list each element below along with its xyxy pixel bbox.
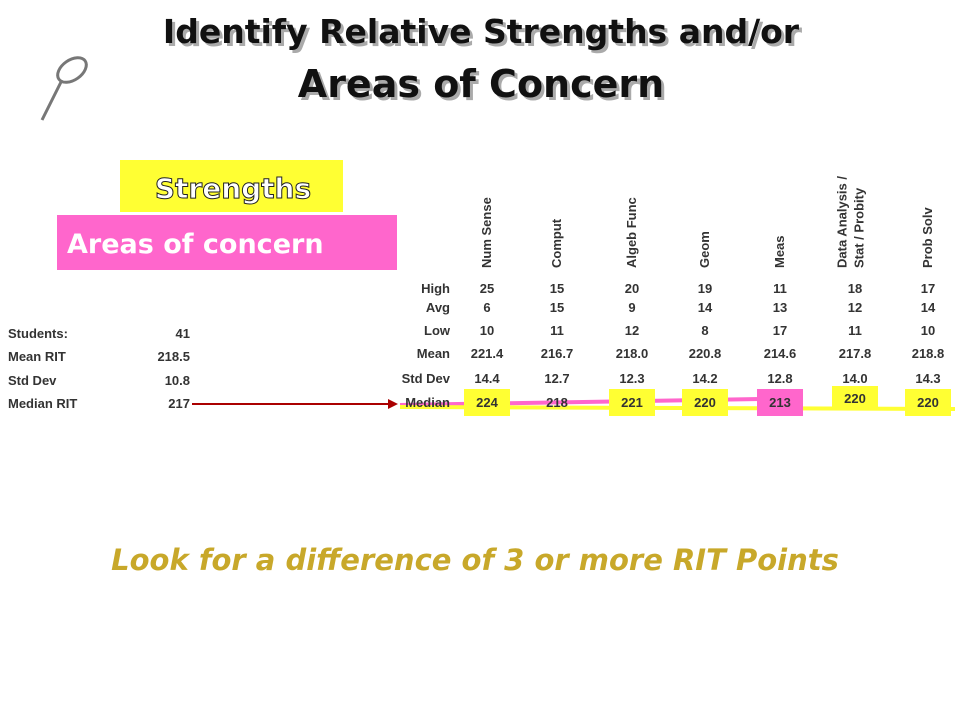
column-header: Prob Solv — [920, 207, 935, 268]
row-label: High — [421, 281, 450, 296]
column-header: Algeb Func — [624, 197, 639, 268]
column-header: Geom — [697, 231, 712, 268]
cell: 15 — [550, 300, 564, 315]
summary-label: Median RIT — [8, 396, 77, 411]
summary-label: Std Dev — [8, 373, 57, 388]
row-label: Low — [424, 323, 451, 338]
title-shadow: Identify Relative Strengths and/or — [166, 15, 803, 54]
column-header: Meas — [772, 235, 787, 268]
cell: 218 — [546, 395, 568, 410]
cell: 6 — [483, 300, 490, 315]
cell: 12 — [625, 323, 639, 338]
cell: 14.4 — [474, 371, 500, 386]
cell: 214.6 — [764, 346, 797, 361]
cell: 25 — [480, 281, 494, 296]
cell: 12 — [848, 300, 862, 315]
median-highlight — [905, 389, 951, 416]
row-label: Median — [405, 395, 450, 410]
cell: 12.8 — [767, 371, 792, 386]
concerns-label: Areas of concern — [67, 229, 324, 260]
column-header: Num Sense — [479, 197, 494, 268]
cell: 216.7 — [541, 346, 574, 361]
cell: 13 — [773, 300, 787, 315]
cell: 218.0 — [616, 346, 649, 361]
cell: 15 — [550, 281, 564, 296]
cell: 17 — [773, 323, 787, 338]
cell: 220.8 — [689, 346, 722, 361]
cell: 12.3 — [619, 371, 644, 386]
title-line: Identify Relative Strengths and/or — [163, 12, 800, 51]
cell: 17 — [921, 281, 935, 296]
summary-value: 41 — [176, 326, 190, 341]
cell: 11 — [848, 323, 862, 338]
median-value: 220 — [844, 391, 866, 406]
row-label: Avg — [426, 300, 450, 315]
median-highlight — [757, 389, 803, 416]
cell: 12.7 — [544, 371, 569, 386]
cell: 14 — [921, 300, 936, 315]
cell: 217.8 — [839, 346, 872, 361]
column-header: Stat / Probity — [852, 187, 867, 268]
summary-label: Mean RIT — [8, 349, 66, 364]
title-shadow: Areas of Concern — [301, 65, 667, 109]
cell: 14.0 — [842, 371, 867, 386]
median-highlight — [609, 389, 655, 416]
median-highlight — [464, 389, 510, 416]
cell: 14.3 — [915, 371, 940, 386]
median-value: 220 — [694, 395, 716, 410]
summary-label: Students: — [8, 326, 68, 341]
median-highlight — [682, 389, 728, 416]
median-value: 220 — [917, 395, 939, 410]
summary-value: 217 — [168, 396, 190, 411]
median-value: 213 — [769, 395, 791, 410]
key-icon — [40, 56, 88, 121]
median-value: 221 — [621, 395, 643, 410]
column-header: Comput — [549, 218, 564, 268]
cell: 19 — [698, 281, 712, 296]
cell: 221.4 — [471, 346, 504, 361]
summary-value: 10.8 — [165, 373, 190, 388]
summary-value: 218.5 — [157, 349, 190, 364]
median-value: 224 — [476, 395, 498, 410]
strengths-box — [120, 160, 343, 212]
cell: 11 — [773, 281, 787, 296]
cell: 8 — [701, 323, 708, 338]
cell: 10 — [480, 323, 494, 338]
concerns-box — [57, 215, 397, 270]
cell: 11 — [550, 323, 564, 338]
footer-note: Look for a difference of 3 or more RIT P… — [111, 543, 839, 577]
median-highlight — [832, 386, 878, 410]
cell: 20 — [625, 281, 639, 296]
cell: 9 — [628, 300, 635, 315]
title-line: Areas of Concern — [298, 62, 664, 106]
cell: 18 — [848, 281, 862, 296]
column-header: Data Analysis / — [835, 176, 850, 268]
row-label: Std Dev — [402, 371, 451, 386]
cell: 14 — [698, 300, 713, 315]
strengths-label: Strengths — [155, 172, 311, 205]
cell: 14.2 — [692, 371, 717, 386]
cell: 10 — [921, 323, 935, 338]
row-label: Mean — [417, 346, 450, 361]
cell: 218.8 — [912, 346, 945, 361]
